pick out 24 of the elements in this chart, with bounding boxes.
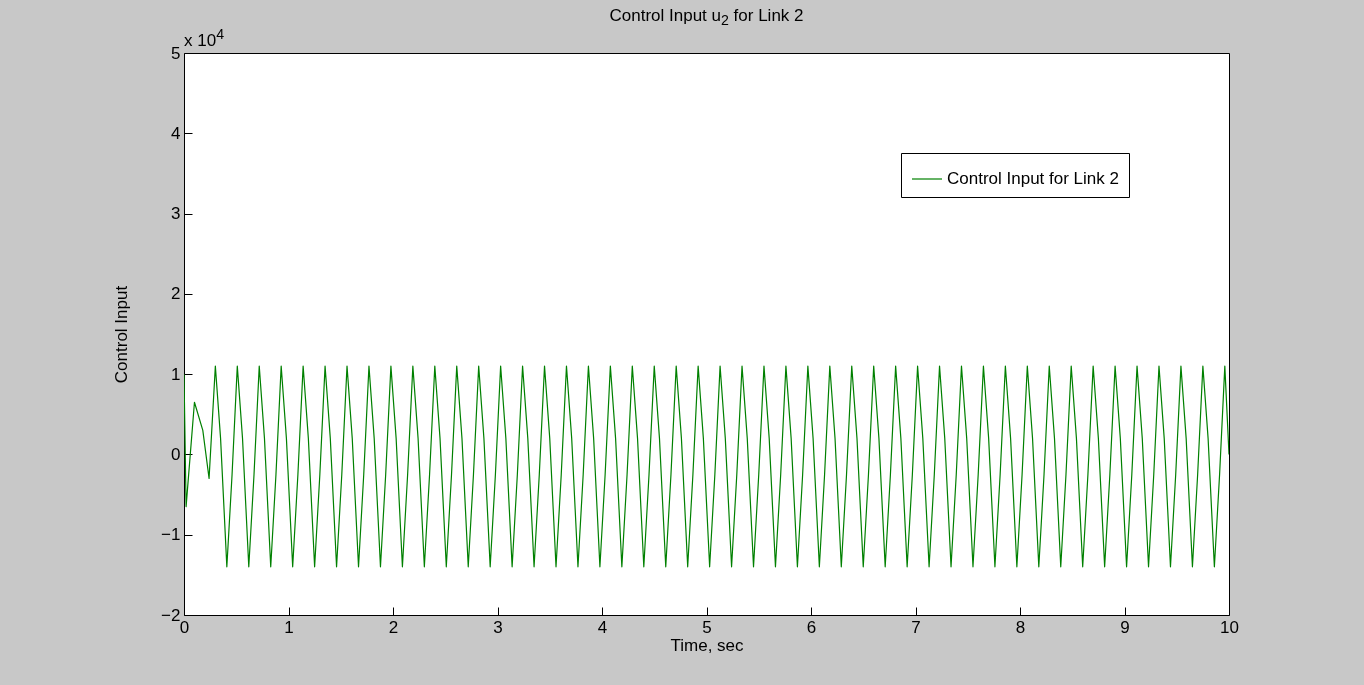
y-tick-label: 2 bbox=[171, 284, 181, 304]
x-tick-label: 3 bbox=[493, 617, 503, 637]
x-tick-label: 9 bbox=[1120, 617, 1130, 637]
text: x 10$^{4}$ bbox=[184, 26, 225, 51]
legend-label: Control Input for Link 2 bbox=[947, 169, 1119, 188]
y-tick-label: 3 bbox=[171, 204, 181, 224]
y-axis-title: Control Input bbox=[112, 285, 132, 384]
x-tick-label: 10 bbox=[1220, 617, 1239, 637]
y-tick-label: −2 bbox=[161, 605, 181, 625]
y-tick-label: 1 bbox=[171, 364, 181, 384]
x-tick-label: 8 bbox=[1015, 617, 1026, 637]
line-series bbox=[184, 365, 1229, 568]
x-axis-title: Time, sec bbox=[670, 635, 745, 655]
chart-title: Control Input u$_{2}$ for Link 2 bbox=[609, 6, 804, 29]
x-tick-label: 4 bbox=[597, 617, 608, 637]
x-tick-label: 6 bbox=[806, 617, 817, 637]
y-tick-label: −1 bbox=[161, 525, 181, 545]
x-tick-label: 5 bbox=[702, 617, 712, 637]
x-tick-label: 2 bbox=[388, 617, 399, 637]
y-tick-label: 4 bbox=[171, 123, 181, 143]
y-tick-label: 5 bbox=[171, 43, 181, 63]
x-tick-label: 1 bbox=[284, 617, 294, 637]
y-tick-label: 0 bbox=[171, 444, 181, 464]
x-tick-label: 7 bbox=[911, 617, 921, 637]
